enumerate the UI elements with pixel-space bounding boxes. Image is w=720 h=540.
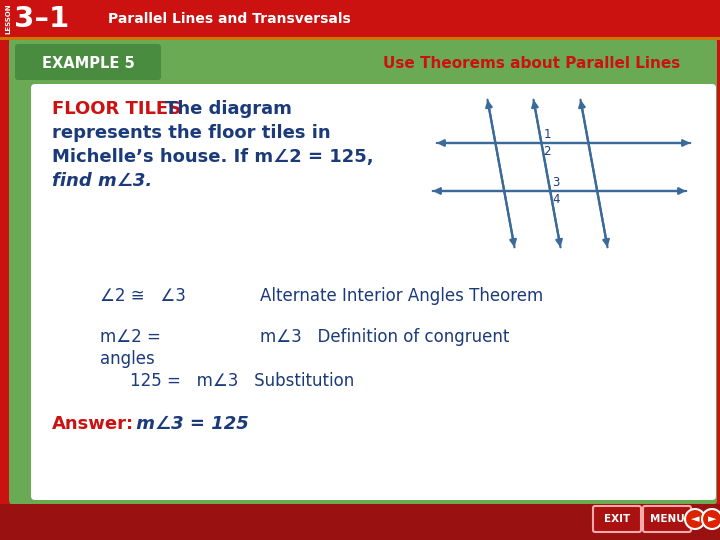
Circle shape [702,509,720,529]
Text: angles: angles [100,350,155,368]
Text: Use Theorems about Parallel Lines: Use Theorems about Parallel Lines [383,56,680,71]
FancyBboxPatch shape [593,506,641,532]
Circle shape [685,509,705,529]
Text: ∠2 ≅   ∠3: ∠2 ≅ ∠3 [100,287,186,305]
Text: LESSON: LESSON [5,4,11,35]
FancyBboxPatch shape [9,37,717,505]
Text: 3–1: 3–1 [14,5,70,33]
Text: represents the floor tiles in: represents the floor tiles in [52,124,330,142]
Text: ►: ► [708,514,716,524]
Text: 125 =   m∠3   Substitution: 125 = m∠3 Substitution [130,372,354,390]
Text: Answer:: Answer: [52,415,134,433]
Text: find m∠3.: find m∠3. [52,172,152,190]
Text: Alternate Interior Angles Theorem: Alternate Interior Angles Theorem [260,287,544,305]
Text: Michelle’s house. If m∠2 = 125,: Michelle’s house. If m∠2 = 125, [52,148,374,166]
Text: m∠3 = 125: m∠3 = 125 [130,415,248,433]
Text: ◄: ◄ [690,514,699,524]
FancyBboxPatch shape [643,506,691,532]
Text: EXIT: EXIT [604,514,630,524]
Bar [0,37,720,40]
Text: m∠3   Definition of congruent: m∠3 Definition of congruent [260,328,509,346]
Text: 3: 3 [552,176,559,189]
Text: MENU: MENU [649,514,685,524]
Bar [0,504,720,540]
Bar [0,0,720,38]
Text: Parallel Lines and Transversals: Parallel Lines and Transversals [108,12,351,26]
Text: FLOOR TILES: FLOOR TILES [52,100,181,118]
Text: m∠2 =: m∠2 = [100,328,161,346]
Text: 1: 1 [544,128,551,141]
Text: 2: 2 [544,145,551,158]
Text: The diagram: The diagram [165,100,292,118]
FancyBboxPatch shape [31,84,716,500]
FancyBboxPatch shape [15,44,161,80]
Text: EXAMPLE 5: EXAMPLE 5 [42,56,135,71]
Text: 4: 4 [552,193,559,206]
